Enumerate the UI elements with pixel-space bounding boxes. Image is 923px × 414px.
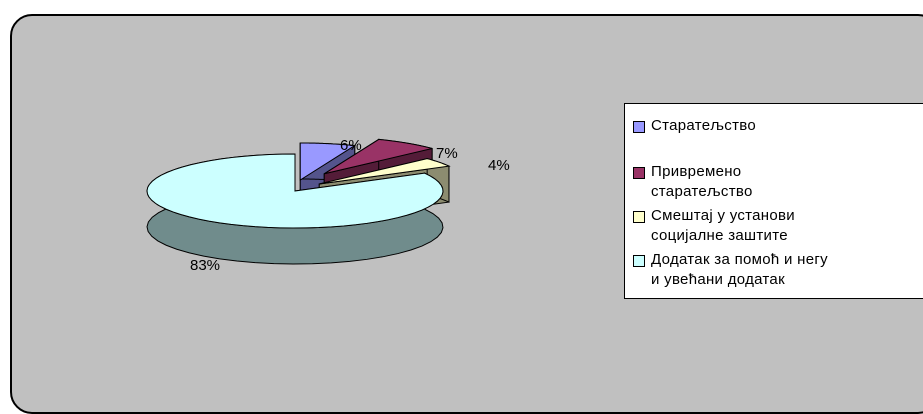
legend-label-3-line-0: Додатак за помоћ и негу [651,251,828,268]
pie-slice-1 [323,138,433,175]
legend: Старатељство Привремено старатељство Сме… [624,103,923,299]
legend-item-1: Привремено старатељство [633,162,753,202]
pie-slice-3 [146,153,444,229]
pie-label-0: 6% [340,137,362,154]
pie-slice-0 [299,142,357,181]
legend-item-2: Смештај у установи социјалне заштите [633,206,795,246]
legend-swatch-0 [633,121,645,133]
legend-label-2-line-1: социјалне заштите [651,227,788,244]
legend-label-0-line-0: Старатељство [651,117,756,134]
pie-chart: 6% 7% 4% 83% [146,137,510,274]
pie-label-1: 7% [436,145,458,162]
pie-label-3: 83% [190,257,220,274]
legend-label-1-line-1: старатељство [651,183,753,200]
legend-label-1-line-0: Привремено [651,163,742,180]
pie-label-2: 4% [488,157,510,174]
legend-item-0: Старатељство [633,116,756,136]
legend-swatch-3 [633,255,645,267]
legend-swatch-1 [633,167,645,179]
pie-slice-2 [319,158,451,185]
legend-item-3: Додатак за помоћ и негу и увећани додата… [633,250,828,290]
legend-label-2-line-0: Смештај у установи [651,207,795,224]
legend-label-3-line-1: и увећани додатак [651,271,785,288]
legend-swatch-2 [633,211,645,223]
